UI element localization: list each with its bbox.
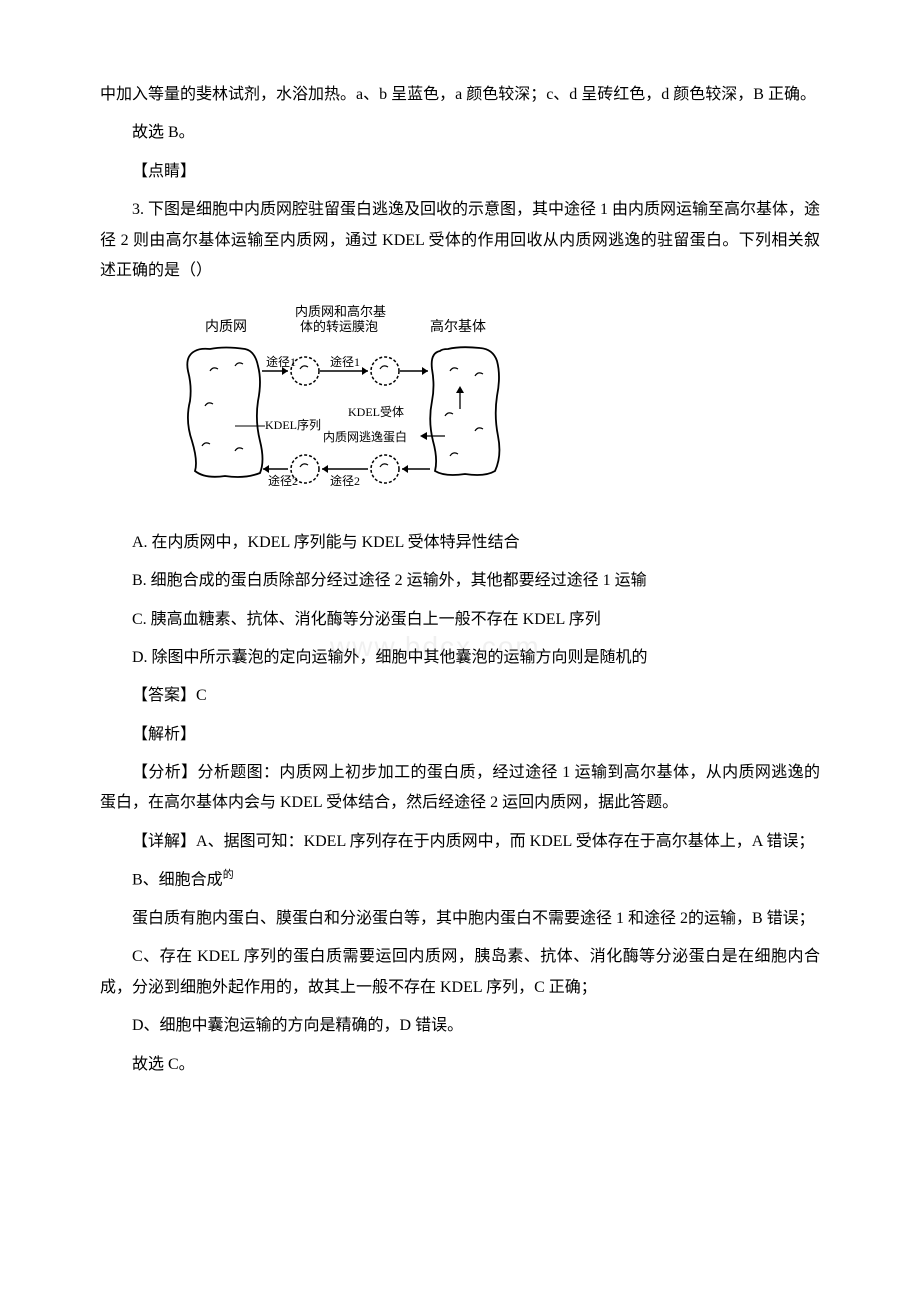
hook-14 (450, 453, 458, 456)
xiangjie-c: C、存在 KDEL 序列的蛋白质需要运回内质网，胰岛素、抗体、消化酶等分泌蛋白是… (100, 942, 820, 1003)
golgi-label: 高尔基体 (430, 318, 486, 335)
path1-label-2: 途径1 (330, 354, 360, 369)
arrowhead-6 (263, 465, 269, 473)
dianqing-label: 【点睛】 (100, 157, 820, 187)
vesicle-label-2: 体的转运膜泡 (300, 319, 378, 334)
escape-label: 内质网逃逸蛋白 (323, 429, 407, 444)
fenxi-line: 【分析】分析题图：内质网上初步加工的蛋白质，经过途径 1 运输到高尔基体，从内质… (100, 758, 820, 819)
xiangjie-d: D、细胞中囊泡运输的方向是精确的，D 错误。 (100, 1011, 820, 1041)
hook-6 (300, 366, 308, 369)
path2-label-2: 途径2 (330, 473, 360, 488)
hook-4 (202, 443, 210, 446)
kdel-rec-label: KDEL受体 (348, 405, 404, 419)
xiangjie-a: 【详解】A、据图可知：KDEL 序列存在于内质网中，而 KDEL 受体存在于高尔… (100, 827, 820, 857)
hook-1 (210, 368, 218, 371)
vesicle-2 (371, 357, 399, 385)
arrowhead-2 (362, 367, 368, 375)
hook-9 (380, 464, 388, 467)
hook-13 (475, 428, 483, 431)
hook-5 (235, 448, 243, 451)
hook-2 (235, 363, 243, 366)
answer-line: 【答案】C (100, 681, 820, 711)
arrowhead-7 (456, 386, 464, 393)
hook-11 (475, 373, 483, 376)
explanation-b-sup: 的 (223, 869, 234, 881)
arrowhead-5 (322, 465, 328, 473)
question-text: 下图是细胞中内质网腔驻留蛋白逃逸及回收的示意图，其中途径 1 由内质网运输至高尔… (100, 201, 820, 279)
option-c: C. 胰高血糖素、抗体、消化酶等分泌蛋白上一般不存在 KDEL 序列 (100, 605, 820, 635)
arrowhead-8 (420, 432, 427, 440)
fenxi-label: 【分析】 (132, 764, 198, 781)
er-shape (187, 348, 262, 478)
xiangjie-b-part1: B、细胞合成的 (100, 865, 820, 896)
option-d: D. 除图中所示囊泡的定向运输外，细胞中其他囊泡的运输方向则是随机的 (100, 643, 820, 673)
vesicle-label-1: 内质网和高尔基 (295, 304, 386, 319)
page-content: www.bdcx.com 中加入等量的斐林试剂，水浴加热。a、b 呈蓝色，a 颜… (100, 80, 820, 1080)
answer-label: 【答案】 (132, 687, 196, 704)
prev-continuation-text: 中加入等量的斐林试剂，水浴加热。a、b 呈蓝色，a 颜色较深；c、d 呈砖红色，… (100, 80, 820, 110)
diagram-svg: 内质网 内质网和高尔基 体的转运膜泡 高尔基体 途径1 途径1 途径2 途径2 … (180, 301, 510, 501)
question-number: 3. (132, 201, 144, 218)
hook-7 (380, 366, 388, 369)
answer-value: C (196, 687, 207, 704)
er-label: 内质网 (205, 319, 247, 335)
option-a: A. 在内质网中，KDEL 序列能与 KDEL 受体特异性结合 (100, 528, 820, 558)
xiangjie-label: 【详解】 (132, 833, 196, 850)
golgi-shape (430, 348, 499, 476)
conclusion: 故选 C。 (100, 1050, 820, 1080)
question-stem: 3. 下图是细胞中内质网腔驻留蛋白逃逸及回收的示意图，其中途径 1 由内质网运输… (100, 195, 820, 286)
explanation-a: A、据图可知：KDEL 序列存在于内质网中，而 KDEL 受体存在于高尔基体上，… (196, 833, 814, 850)
hook-10 (450, 368, 458, 371)
diagram: 内质网 内质网和高尔基 体的转运膜泡 高尔基体 途径1 途径1 途径2 途径2 … (180, 301, 510, 512)
vesicle-4 (371, 455, 399, 483)
option-b: B. 细胞合成的蛋白质除部分经过途径 2 运输外，其他都要经过途径 1 运输 (100, 566, 820, 596)
jiexi-label: 【解析】 (100, 720, 820, 750)
path2-label-1: 途径2 (268, 473, 298, 488)
hook-12 (445, 413, 453, 416)
hook-8 (300, 464, 308, 467)
explanation-b-1: B、细胞合成 (132, 872, 223, 889)
prev-conclusion: 故选 B。 (100, 118, 820, 148)
kdel-seq-label: KDEL序列 (265, 417, 321, 432)
path1-label-1: 途径1 (266, 354, 296, 369)
hook-3 (205, 403, 213, 406)
fenxi-text: 分析题图：内质网上初步加工的蛋白质，经过途径 1 运输到高尔基体，从内质网逃逸的… (100, 764, 820, 811)
arrowhead-4 (402, 465, 408, 473)
xiangjie-b-part2: 蛋白质有胞内蛋白、膜蛋白和分泌蛋白等，其中胞内蛋白不需要途径 1 和途径 2的运… (100, 904, 820, 934)
arrowhead-3 (422, 367, 428, 375)
